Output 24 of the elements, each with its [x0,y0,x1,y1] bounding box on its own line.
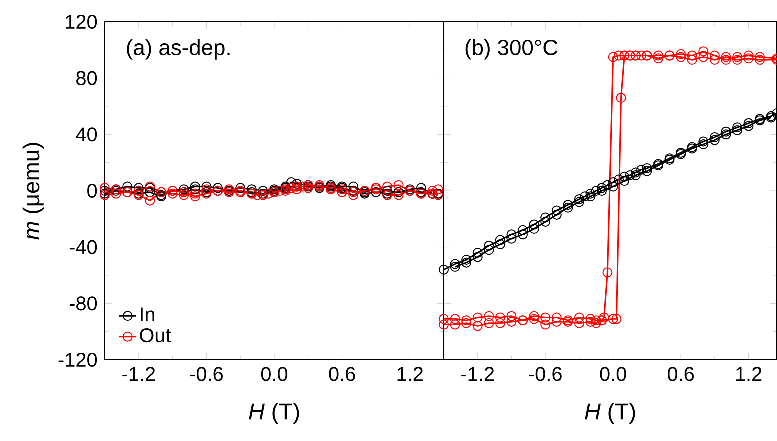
y-tick-label: 120 [66,14,98,30]
x-tick-label: -1.2 [122,367,156,382]
x-tick-label: 1.2 [398,367,423,382]
x-tick-label: 0.0 [600,367,626,382]
x-tick-label: -1.2 [462,367,494,382]
y-axis-title: m (μemu) [22,143,44,240]
legend-label: In [141,308,154,322]
x-axis-title: H (T) [249,403,300,424]
x-tick-label: 0.6 [668,367,694,382]
y-tick-label: -120 [58,352,98,368]
x-tick-label: 1.2 [736,367,762,382]
x-axis-title: H (T) [585,403,636,424]
annotation: (b) 300°C [466,39,558,60]
legend-label: Out [140,328,172,343]
y-tick-label: -40 [70,240,98,254]
y-tick-label: 0 [88,184,98,198]
y-tick-label: -80 [70,296,98,311]
x-tick-label: -0.6 [529,367,562,382]
x-tick-label: 0.6 [329,367,356,382]
y-tick-label: 80 [76,71,98,86]
y-tick-label: 40 [76,128,98,142]
x-tick-label: -0.6 [190,367,223,382]
annotation: (a) as-dep. [127,39,230,60]
x-tick-label: 0.0 [261,367,288,382]
